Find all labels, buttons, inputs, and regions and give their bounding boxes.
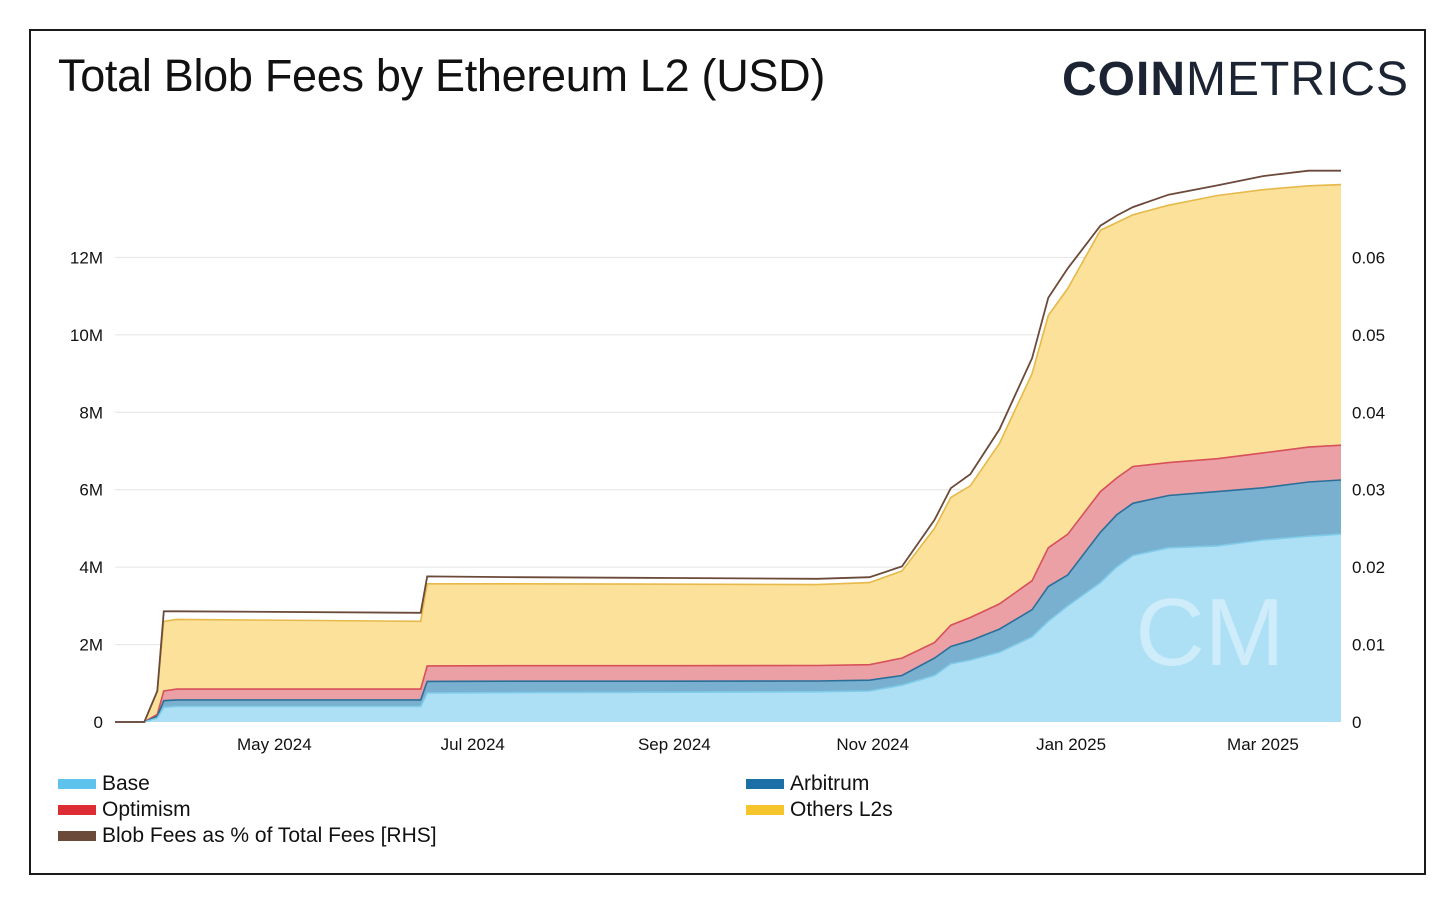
- x-tick-label: Nov 2024: [836, 735, 909, 754]
- y-tick-label: 2M: [79, 636, 103, 655]
- legend-item-blob-pct: Blob Fees as % of Total Fees [RHS]: [58, 824, 437, 848]
- x-tick-label: Jan 2025: [1036, 735, 1106, 754]
- legend-item-arbitrum: Arbitrum: [746, 772, 869, 796]
- y2-tick-label: 0.03: [1352, 481, 1385, 500]
- legend-label-optimism: Optimism: [102, 798, 191, 821]
- legend-swatch-arbitrum: [746, 779, 784, 789]
- legend-label-base: Base: [102, 772, 150, 795]
- stacked-areas: [115, 183, 1342, 723]
- logo-light-text: METRICS: [1186, 53, 1409, 106]
- coinmetrics-logo: COINMETRICS: [1062, 52, 1409, 107]
- legend-swatch-optimism: [58, 805, 96, 815]
- y-tick-label: 6M: [79, 481, 103, 500]
- area-base-edge: [115, 533, 1342, 723]
- y-tick-label: 4M: [79, 558, 103, 577]
- legend-item-others: Others L2s: [746, 798, 893, 822]
- legend-swatch-base: [58, 779, 96, 789]
- watermark: CM: [1135, 579, 1284, 686]
- blob-pct-line: [115, 169, 1341, 723]
- area-others-l2s-edge: [115, 183, 1342, 723]
- y-axis-right: 0 0.01 0.02 0.03 0.04 0.05 0.06: [1352, 248, 1385, 732]
- x-tick-label: May 2024: [237, 735, 312, 754]
- y2-tick-label: 0.04: [1352, 403, 1385, 422]
- area-optimism-edge: [115, 444, 1342, 723]
- area-arbitrum-edge: [115, 479, 1342, 723]
- area-base: [115, 534, 1341, 722]
- y2-tick-label: 0.06: [1352, 248, 1385, 267]
- y-tick-label: 12M: [70, 248, 103, 267]
- legend-label-blob-pct: Blob Fees as % of Total Fees [RHS]: [102, 824, 437, 847]
- legend-label-others: Others L2s: [790, 798, 893, 821]
- legend-swatch-blob-pct: [58, 831, 96, 841]
- x-tick-label: Sep 2024: [638, 735, 711, 754]
- x-tick-label: Mar 2025: [1227, 735, 1299, 754]
- legend-label-arbitrum: Arbitrum: [790, 772, 870, 795]
- legend-swatch-others: [746, 805, 784, 815]
- x-axis: May 2024 Jul 2024 Sep 2024 Nov 2024 Jan 2025…: [237, 735, 1299, 754]
- y-tick-label: 8M: [79, 403, 103, 422]
- y2-tick-label: 0.01: [1352, 636, 1385, 655]
- y2-tick-label: 0.05: [1352, 326, 1385, 345]
- logo-bold-text: COIN: [1062, 53, 1186, 106]
- y2-tick-label: 0.02: [1352, 558, 1385, 577]
- legend-item-optimism: Optimism: [58, 798, 191, 822]
- y-axis-left: 0 2M 4M 6M 8M 10M 12M: [70, 248, 103, 732]
- watermark-text: CM: [1135, 579, 1284, 686]
- y-tick-label: 0: [94, 713, 103, 732]
- rhs-line-group: [115, 169, 1341, 723]
- y2-tick-label: 0: [1352, 713, 1361, 732]
- legend-item-base: Base: [58, 772, 150, 796]
- x-tick-label: Jul 2024: [441, 735, 505, 754]
- y-tick-label: 10M: [70, 326, 103, 345]
- chart-title: Total Blob Fees by Ethereum L2 (USD): [58, 50, 826, 101]
